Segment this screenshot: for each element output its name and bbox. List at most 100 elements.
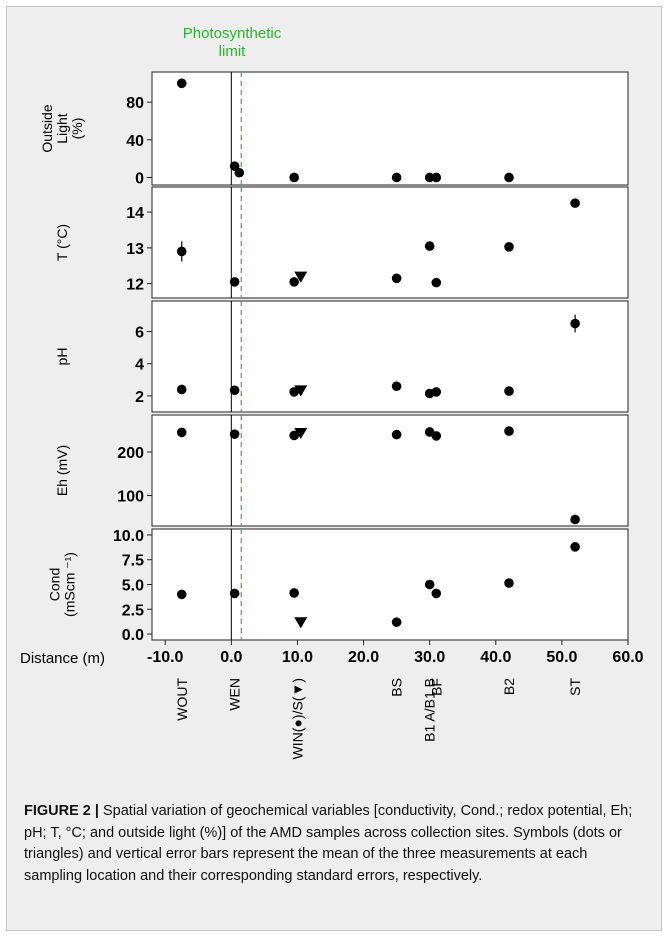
figure-label: FIGURE 2 | <box>24 803 99 819</box>
x-tick-label: 10.0 <box>282 649 313 666</box>
y-tick-label: 40 <box>126 133 144 150</box>
data-point-circle <box>391 617 402 627</box>
panel-4: 100 200 Eh (mV) <box>54 414 629 527</box>
data-point-circle <box>289 387 299 397</box>
data-point-circle <box>504 172 514 183</box>
data-point-circle <box>424 172 435 183</box>
y-axis-label-line: (mScm ⁻¹) <box>62 552 78 617</box>
data-point-circle <box>391 381 402 392</box>
x-tick-label: 50.0 <box>546 649 577 666</box>
data-point-circle <box>234 167 245 178</box>
x-tick-label: 60.0 <box>612 649 643 666</box>
y-axis-label-line: Eh (mV) <box>54 445 70 496</box>
photosynthetic-limit-annotation: Photosynthetic limit <box>183 25 282 60</box>
data-point-circle <box>504 426 514 436</box>
y-tick-label: 10.0 <box>113 528 144 545</box>
y-tick-label: 4 <box>135 357 144 374</box>
data-point-triangle <box>294 427 308 440</box>
data-point-circle <box>431 277 442 288</box>
y-tick-label: 7.5 <box>122 553 144 570</box>
data-point-circle <box>431 431 442 441</box>
panel-frame <box>151 300 629 413</box>
site-label: B1 A/B1 B <box>422 678 438 742</box>
data-point-circle <box>431 387 442 397</box>
panels-group: 0 40 80 Outside Light (%) 12 13 14 T (°C) 2 4 6 pH 100… <box>39 71 629 644</box>
y-tick-label: 0.0 <box>122 627 144 644</box>
y-tick-label: 12 <box>126 277 144 294</box>
y-tick-label: 100 <box>117 489 144 506</box>
data-point-circle <box>570 198 580 208</box>
data-point-circle <box>431 588 442 599</box>
x-axis-label: Distance (m) <box>20 650 105 667</box>
x-tick-label: -10.0 <box>147 649 184 666</box>
data-point-circle <box>391 273 402 284</box>
panel-frame <box>151 414 629 527</box>
site-label: WOUT <box>174 678 190 721</box>
panel-5: 0.0 2.5 5.0 7.5 10.0 Cond (mScm ⁻¹) <box>47 528 629 644</box>
data-point-circle <box>570 514 580 525</box>
y-axis-label-line: Outside <box>39 104 55 152</box>
panel-frame <box>151 186 629 299</box>
data-point-circle <box>176 589 187 600</box>
geochemical-multi-panel-chart: Photosynthetic limit 0 40 80 Outside Light (%… <box>20 25 644 760</box>
data-point-circle <box>176 78 187 89</box>
y-tick-label: 200 <box>117 445 144 462</box>
data-point-circle <box>289 277 299 287</box>
site-labels-group: WOUT WEN WIN(●)/S(▼) BS B1 A/B1 BBF B2 ST <box>174 678 583 760</box>
data-point-triangle <box>294 617 308 629</box>
data-point-circle <box>289 172 299 183</box>
data-point-circle <box>229 277 240 287</box>
data-point-circle <box>504 386 514 396</box>
data-point-circle <box>431 172 442 183</box>
site-label: BF <box>428 678 444 696</box>
y-tick-label: 0 <box>135 170 144 187</box>
data-point-circle <box>391 429 402 440</box>
figure-caption: FIGURE 2 | Spatial variation of geochemi… <box>24 801 644 887</box>
data-point-circle <box>289 588 299 598</box>
y-tick-label: 6 <box>135 325 144 342</box>
data-point-circle <box>424 579 435 590</box>
site-label: BS <box>389 678 405 697</box>
y-axis-label-line: Cond <box>47 568 63 601</box>
y-axis-label-line: pH <box>54 348 70 366</box>
data-point-circle <box>424 241 435 251</box>
y-axis-label-line: Light <box>54 113 70 143</box>
y-tick-label: 13 <box>126 241 144 258</box>
data-point-circle <box>176 427 187 438</box>
panel-1: 0 40 80 Outside Light (%) <box>39 71 629 187</box>
panel-frame <box>151 528 629 641</box>
x-tick-label: 40.0 <box>480 649 511 666</box>
y-tick-label: 2.5 <box>122 602 144 619</box>
data-point-triangle <box>294 271 308 283</box>
data-point-circle <box>570 318 580 329</box>
data-point-circle <box>176 246 187 257</box>
data-point-circle <box>391 172 402 183</box>
photosynthetic-limit-label-line2: limit <box>219 43 246 60</box>
site-label: B2 <box>501 678 517 695</box>
data-point-circle <box>504 241 514 252</box>
photosynthetic-limit-label-line1: Photosynthetic <box>183 25 282 42</box>
data-point-circle <box>229 429 240 439</box>
data-point-circle <box>570 542 580 552</box>
y-axis-label-line: (%) <box>69 118 85 140</box>
y-tick-label: 14 <box>126 205 144 222</box>
site-label: WIN(●)/S(▼) <box>289 678 305 759</box>
x-tick-label: 0.0 <box>220 649 242 666</box>
figure-caption-text: Spatial variation of geochemical variabl… <box>24 803 633 884</box>
data-point-circle <box>504 578 514 588</box>
panel-3: 2 4 6 pH <box>54 300 629 413</box>
y-tick-label: 5.0 <box>122 578 144 595</box>
y-tick-label: 2 <box>135 389 144 406</box>
data-point-circle <box>229 385 240 396</box>
x-axis: Distance (m) -10.0 0.0 10.0 20.0 30.0 40.0 50.… <box>20 640 644 667</box>
panel-2: 12 13 14 T (°C) <box>54 186 629 299</box>
site-label: ST <box>567 678 583 696</box>
data-point-circle <box>176 384 187 395</box>
y-tick-label: 80 <box>126 95 144 112</box>
data-point-circle <box>289 430 299 441</box>
site-label: WEN <box>227 678 243 711</box>
data-point-circle <box>229 588 240 599</box>
x-tick-label: 20.0 <box>348 649 379 666</box>
panel-frame <box>151 71 629 186</box>
y-axis-label-line: T (°C) <box>54 224 70 261</box>
